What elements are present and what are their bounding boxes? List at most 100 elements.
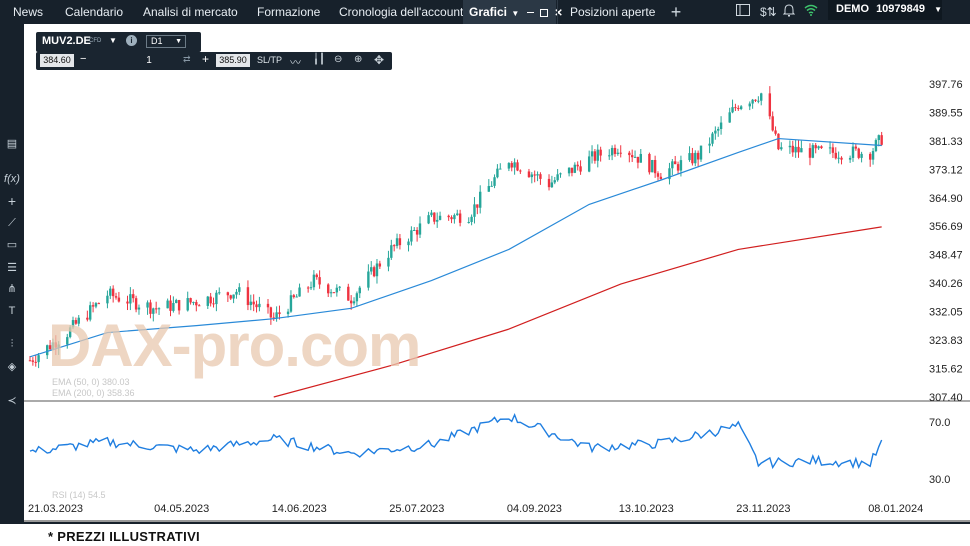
- chevron-down-icon[interactable]: ▼: [934, 5, 942, 14]
- candle-body: [137, 307, 141, 310]
- candle-body: [748, 103, 751, 107]
- instrument-symbol[interactable]: MUV2.DE: [42, 35, 91, 47]
- pitchfork-icon[interactable]: ⋔: [7, 283, 17, 295]
- candle-body: [86, 317, 89, 320]
- currency-swap-icon[interactable]: $⇅: [760, 5, 777, 19]
- candle-body: [676, 164, 680, 171]
- candle-body: [34, 361, 37, 363]
- zoom-out-icon[interactable]: ⊖: [334, 54, 343, 65]
- panel-toggle-icon[interactable]: [735, 4, 751, 20]
- tab-calendario[interactable]: Calendario: [65, 5, 124, 19]
- ema200-line: [273, 226, 882, 398]
- candle-body: [226, 292, 230, 296]
- account-selector[interactable]: DEMO 10979849 ▼: [828, 0, 942, 20]
- candle-body: [286, 311, 290, 315]
- rectangle-icon[interactable]: ▭: [6, 239, 18, 251]
- candle-body: [74, 320, 78, 324]
- candle-body: [48, 345, 52, 350]
- instrument-type-badge: CFD: [89, 38, 102, 44]
- candle-body: [275, 312, 278, 318]
- candle-body: [172, 303, 175, 311]
- candlestick-icon[interactable]: ╽┃: [313, 54, 326, 65]
- minimize-icon[interactable]: [526, 12, 534, 14]
- add-tab-icon[interactable]: +: [670, 2, 682, 22]
- function-icon[interactable]: f(x): [4, 173, 20, 185]
- info-icon[interactable]: i: [126, 35, 137, 46]
- tab-news[interactable]: News: [13, 5, 44, 19]
- tab-grafici[interactable]: Grafici ▼ ✕: [463, 0, 563, 24]
- candle-body: [410, 230, 413, 242]
- candle-body: [309, 287, 313, 289]
- layers-icon[interactable]: ◈: [7, 361, 17, 373]
- candle-body: [553, 180, 556, 183]
- timeframe-selector[interactable]: D1 ▼: [146, 35, 186, 48]
- candle-body: [513, 162, 516, 168]
- share-icon[interactable]: ≺: [7, 395, 17, 407]
- candle-body: [673, 161, 677, 165]
- candle-body: [510, 163, 513, 168]
- candle-body: [349, 300, 353, 304]
- text-tool-icon[interactable]: T: [8, 305, 16, 317]
- candle-body: [292, 295, 296, 298]
- instrument-toolbar: MUV2.DE CFD ▼ i D1 ▼: [36, 32, 201, 52]
- price-chart[interactable]: 397.76 389.55 381.33 373.12 364.90 356.69 348.…: [24, 24, 970, 522]
- sltp-button[interactable]: SL/TP: [257, 55, 283, 65]
- zoom-in-icon[interactable]: ⊕: [354, 54, 363, 65]
- decrease-quantity-button[interactable]: −: [80, 53, 87, 65]
- candle-body: [28, 360, 32, 362]
- crosshair-icon[interactable]: +: [7, 193, 17, 209]
- line-chart-icon[interactable]: 〰: [290, 57, 301, 69]
- candle-body: [447, 215, 450, 218]
- candle-body: [797, 146, 800, 153]
- candle-body: [111, 288, 115, 297]
- fibonacci-icon[interactable]: ☰: [7, 262, 17, 274]
- ema200-legend: EMA (200, 0) 358.36: [52, 388, 135, 398]
- rsi-legend: RSI (14) 54.5: [52, 490, 106, 500]
- candle-body: [229, 295, 232, 299]
- candle-body: [567, 167, 571, 174]
- candle-body: [559, 173, 562, 175]
- bell-icon[interactable]: [781, 4, 797, 20]
- candle-body: [71, 320, 75, 328]
- candle-body: [587, 156, 591, 172]
- tab-analisi-di-mercato[interactable]: Analisi di mercato: [143, 5, 238, 19]
- bid-price[interactable]: 384.60: [40, 54, 74, 67]
- candle-body: [169, 300, 172, 311]
- y-tick-label: 373.12: [929, 164, 963, 176]
- x-tick-label: 08.01.2024: [868, 503, 923, 515]
- candle-body: [154, 308, 158, 310]
- tab-cronologia-account[interactable]: Cronologia dell'account: [339, 5, 464, 19]
- candle-body: [490, 185, 493, 187]
- candle-body: [46, 345, 49, 356]
- quantity-input[interactable]: 1: [94, 54, 204, 67]
- candle-body: [235, 291, 238, 295]
- tab-posizioni-aperte[interactable]: Posizioni aperte: [557, 0, 661, 24]
- trendline-icon[interactable]: ⟋: [8, 217, 16, 229]
- candle-body: [771, 116, 774, 131]
- candle-body: [134, 298, 138, 310]
- candle-body: [619, 152, 622, 154]
- candle-body: [719, 122, 723, 130]
- close-icon[interactable]: ✕: [554, 8, 563, 19]
- swap-icon[interactable]: ⇄: [183, 54, 191, 64]
- indicators-icon[interactable]: ⫶: [10, 338, 14, 350]
- candle-body: [519, 170, 522, 172]
- candle-body: [671, 161, 674, 169]
- candle-body: [68, 327, 72, 338]
- candle-body: [527, 171, 531, 178]
- chevron-down-icon[interactable]: ▼: [109, 36, 117, 45]
- tab-formazione[interactable]: Formazione: [257, 5, 321, 19]
- chevron-down-icon[interactable]: ▼: [511, 9, 520, 18]
- chart-area[interactable]: 397.76 389.55 381.33 373.12 364.90 356.69 348.…: [24, 24, 970, 522]
- increase-quantity-button[interactable]: +: [202, 52, 210, 66]
- candle-body: [212, 303, 215, 305]
- candle-body: [97, 303, 101, 305]
- maximize-icon[interactable]: [539, 8, 548, 17]
- ask-price[interactable]: 385.90: [216, 54, 250, 67]
- candle-body: [94, 303, 98, 307]
- candle-body: [608, 155, 611, 157]
- candle-body: [269, 307, 273, 318]
- chart-panel-icon[interactable]: ▤: [6, 138, 18, 150]
- move-icon[interactable]: ✥: [374, 53, 385, 67]
- y-tick-label: 389.55: [929, 107, 963, 119]
